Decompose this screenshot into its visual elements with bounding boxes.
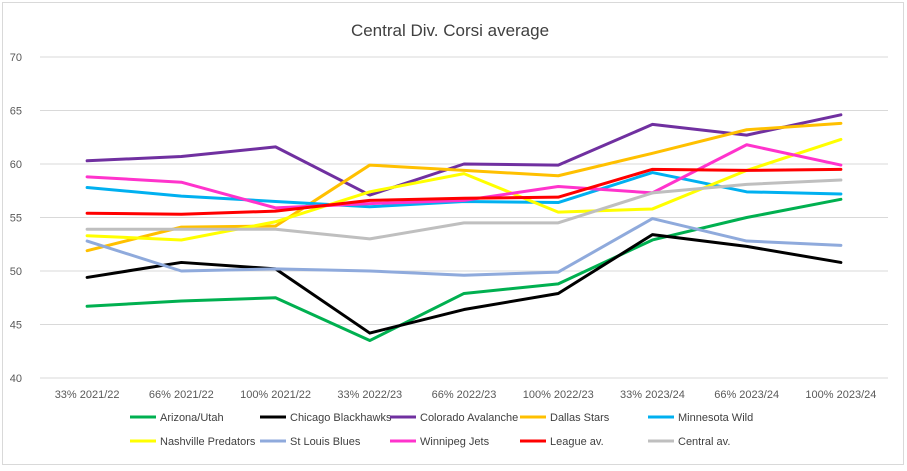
series-line xyxy=(85,113,843,197)
x-tick-label: 66% 2023/24 xyxy=(714,389,779,401)
legend-label: Arizona/Utah xyxy=(160,412,224,424)
y-tick-label: 70 xyxy=(10,52,22,64)
legend-item: Chicago Blackhawks xyxy=(260,412,392,424)
series-line xyxy=(85,197,843,343)
gridlines xyxy=(40,56,888,379)
legend-item: St Louis Blues xyxy=(260,436,361,448)
legend-item: Minnesota Wild xyxy=(648,412,753,424)
x-tick-label: 33% 2021/22 xyxy=(55,389,120,401)
legend-label: Winnipeg Jets xyxy=(420,436,490,448)
y-axis-tick-labels: 40 45 50 55 60 65 70 xyxy=(10,52,22,385)
series-line xyxy=(85,167,843,216)
series-line xyxy=(85,178,843,241)
y-tick-label: 40 xyxy=(10,373,22,385)
x-tick-label: 66% 2021/22 xyxy=(149,389,214,401)
series-lines xyxy=(85,113,843,343)
legend-label: League av. xyxy=(550,436,604,448)
series-line xyxy=(85,121,843,253)
series-line xyxy=(85,233,843,335)
y-tick-label: 50 xyxy=(10,266,22,278)
legend-item: Nashville Predators xyxy=(130,436,256,448)
series-line xyxy=(85,143,843,210)
y-tick-label: 45 xyxy=(10,320,22,332)
legend: Arizona/Utah Chicago Blackhawks Colorado A… xyxy=(130,412,753,448)
legend-item: Colorado Avalanche xyxy=(390,412,518,424)
legend-label: Colorado Avalanche xyxy=(420,412,518,424)
legend-label: Minnesota Wild xyxy=(678,412,753,424)
legend-item: League av. xyxy=(520,436,604,448)
x-axis-tick-labels: 33% 2021/22 66% 2021/22 100% 2021/22 33% 20… xyxy=(55,389,877,401)
x-tick-label: 100% 2021/22 xyxy=(240,389,311,401)
x-tick-label: 66% 2022/23 xyxy=(432,389,497,401)
x-tick-label: 100% 2023/24 xyxy=(805,389,876,401)
x-tick-label: 100% 2022/23 xyxy=(523,389,594,401)
legend-item: Winnipeg Jets xyxy=(390,436,490,448)
legend-label: Chicago Blackhawks xyxy=(290,412,392,424)
y-tick-label: 65 xyxy=(10,106,22,118)
legend-label: Central av. xyxy=(678,436,730,448)
y-tick-label: 55 xyxy=(10,213,22,225)
series-line xyxy=(85,137,843,242)
legend-label: Dallas Stars xyxy=(550,412,610,424)
x-tick-label: 33% 2023/24 xyxy=(620,389,685,401)
legend-label: St Louis Blues xyxy=(290,436,361,448)
y-tick-label: 60 xyxy=(10,159,22,171)
legend-item: Dallas Stars xyxy=(520,412,610,424)
series-line xyxy=(85,217,843,277)
x-tick-label: 33% 2022/23 xyxy=(337,389,402,401)
chart-title: Central Div. Corsi average xyxy=(351,21,549,40)
legend-item: Central av. xyxy=(648,436,730,448)
legend-item: Arizona/Utah xyxy=(130,412,224,424)
legend-label: Nashville Predators xyxy=(160,436,256,448)
